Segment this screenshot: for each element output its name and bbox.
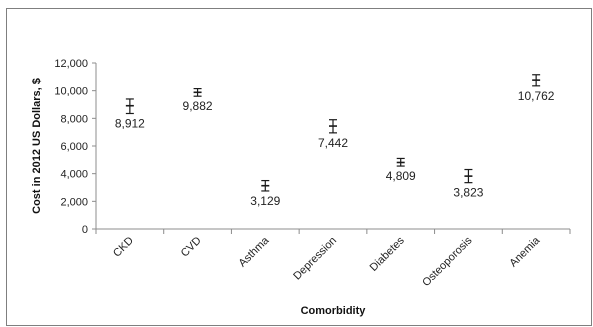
y-tick-label: 12,000 (54, 58, 88, 70)
data-label: 8,912 (115, 116, 145, 130)
x-category-label: Osteoporosis (420, 234, 475, 289)
x-category-label: Asthma (237, 234, 272, 269)
y-tick-label: 8,000 (60, 113, 88, 125)
chart-frame (6, 8, 592, 326)
x-category-label: Diabetes (368, 234, 408, 274)
data-label: 9,882 (183, 99, 213, 113)
y-tick-label: 0 (82, 224, 88, 236)
x-category-label: Anemia (507, 234, 542, 269)
y-axis-title: Cost in 2012 US Dollars, $ (31, 78, 43, 214)
data-label: 3,129 (250, 194, 280, 208)
y-tick-label: 2,000 (60, 196, 88, 208)
data-label: 4,809 (386, 169, 416, 183)
x-category-label: CVD (179, 235, 204, 260)
data-label: 10,762 (518, 89, 555, 103)
data-label: 3,823 (453, 186, 483, 200)
y-tick-label: 4,000 (60, 169, 88, 181)
x-axis-title: Comorbidity (301, 305, 367, 317)
x-category-label: CKD (111, 235, 136, 260)
y-tick-label: 6,000 (60, 141, 88, 153)
x-category-label: Depression (291, 235, 339, 283)
y-tick-label: 10,000 (54, 86, 88, 98)
data-label: 7,442 (318, 136, 348, 150)
